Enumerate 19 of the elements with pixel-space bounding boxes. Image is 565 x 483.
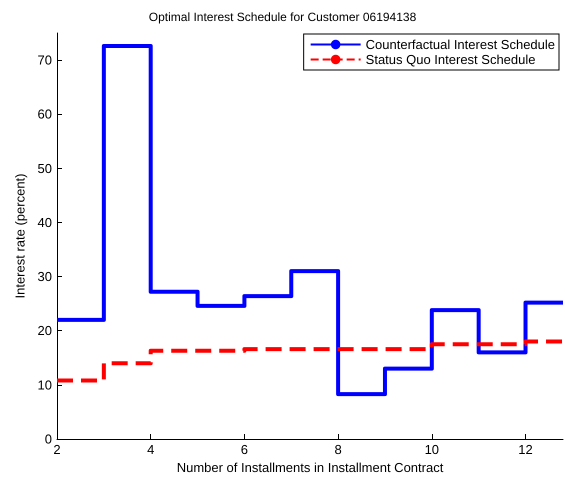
y-tick-label: 60 bbox=[38, 106, 52, 122]
x-axis-title: Number of Installments in Installment Contract bbox=[176, 460, 444, 475]
chart-title: Optimal Interest Schedule for Customer 06194138 bbox=[148, 10, 417, 24]
legend-label: Status Quo Interest Schedule bbox=[366, 52, 536, 67]
legend-label: Counterfactual Interest Schedule bbox=[366, 37, 556, 52]
x-tick-label: 12 bbox=[518, 442, 533, 457]
x-tick-label: 6 bbox=[240, 442, 248, 457]
y-tick-label: 50 bbox=[38, 160, 52, 176]
y-tick-label: 20 bbox=[38, 323, 52, 338]
x-tick-label: 8 bbox=[334, 442, 342, 457]
y-tick-label: 40 bbox=[38, 214, 52, 230]
y-axis-title: Interest rate (percent) bbox=[12, 174, 28, 298]
y-tick-label: 0 bbox=[44, 432, 52, 446]
x-tick-label: 2 bbox=[53, 442, 61, 457]
x-tick-label: 10 bbox=[424, 442, 440, 457]
y-tick-label: 10 bbox=[38, 377, 52, 392]
y-tick-label: 70 bbox=[38, 52, 52, 68]
x-tick-label: 4 bbox=[147, 442, 154, 457]
y-tick-label: 30 bbox=[38, 269, 52, 284]
